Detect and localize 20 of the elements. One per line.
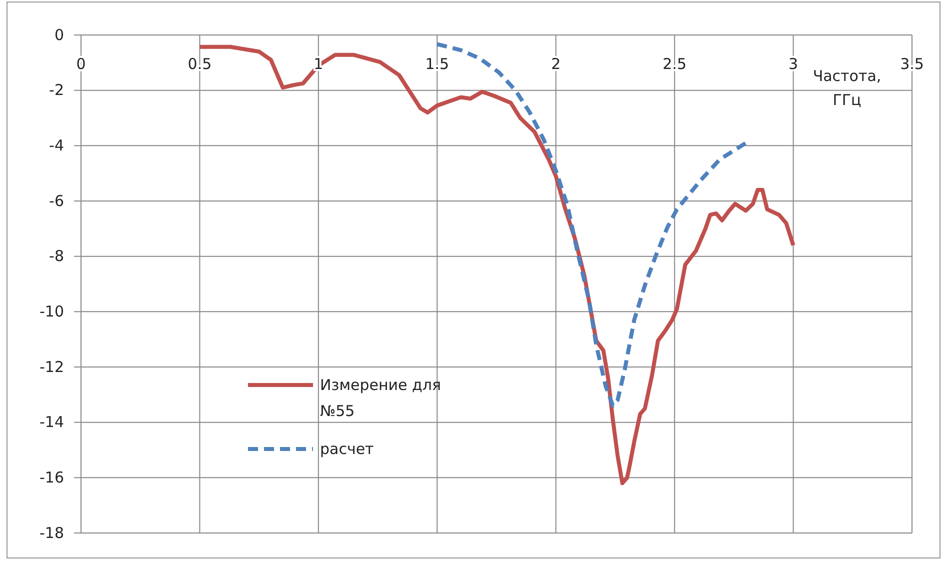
y-tick-label: 0 [54,26,64,44]
y-tick-label: -18 [40,524,64,542]
x-tick-label: 0 [76,55,86,73]
y-tick-label: -14 [40,413,64,432]
x-axis-title: Частота, ГГц [812,67,882,109]
x-tick-label: 2 [551,55,561,73]
y-tick-label: -16 [40,468,64,486]
y-tick-label: -8 [49,247,64,266]
y-tick-label: -4 [49,136,64,154]
y-tick-label: -6 [49,192,64,210]
x-tick-label: 3 [788,55,798,73]
y-tick-label: -10 [40,302,64,320]
x-tick-label: 0.5 [188,55,212,73]
legend-label: Измерение для №55 [320,376,442,420]
y-tick-label: -12 [40,358,64,376]
legend-label: расчет [320,440,374,458]
y-tick-label: -2 [49,81,64,100]
x-tick-label: 1.5 [425,55,450,73]
x-tick-label: 3.5 [900,55,924,73]
x-tick-label: 2.5 [662,55,686,73]
